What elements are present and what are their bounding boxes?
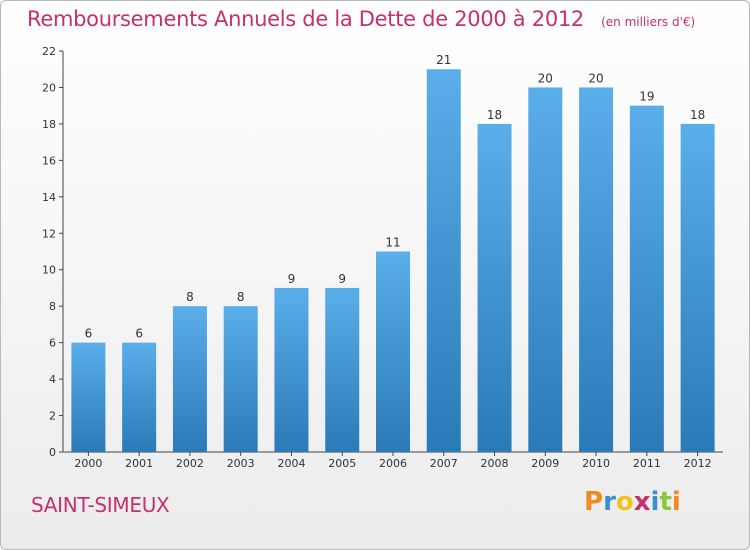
bar <box>274 287 309 452</box>
bar-value-label: 6 <box>135 327 143 341</box>
bar <box>680 123 715 452</box>
place-name: SAINT-SIMEUX <box>31 493 170 517</box>
logo-letter: i <box>650 487 660 517</box>
y-tick-label: 16 <box>42 154 56 167</box>
chart-title-block: Remboursements Annuels de la Dette de 20… <box>27 7 695 31</box>
logo-letter: i <box>671 487 681 517</box>
bar <box>528 87 563 453</box>
y-tick-label: 2 <box>49 410 56 423</box>
bar <box>629 105 664 452</box>
proxiti-logo: Proxiti <box>584 487 681 517</box>
bar-value-label: 20 <box>588 71 603 85</box>
logo-letter: r <box>603 487 616 517</box>
chart-subtitle: (en milliers d'€) <box>601 15 696 29</box>
bar <box>223 306 258 452</box>
bar-value-label: 6 <box>85 327 93 341</box>
bar <box>477 123 512 452</box>
bar <box>426 69 461 453</box>
bar <box>172 306 207 452</box>
logo-letter: o <box>615 487 634 517</box>
x-tick-label: 2003 <box>227 457 255 470</box>
logo-letter: x <box>633 487 651 517</box>
logo-letter: P <box>584 487 604 517</box>
bar <box>71 342 106 452</box>
x-tick-label: 2000 <box>74 457 102 470</box>
y-tick-label: 8 <box>49 300 56 313</box>
bar <box>325 287 360 452</box>
chart-title: Remboursements Annuels de la Dette de 20… <box>27 7 584 31</box>
bar-value-label: 9 <box>288 272 296 286</box>
y-tick-label: 22 <box>42 45 56 58</box>
y-tick-label: 10 <box>42 264 56 277</box>
bar <box>579 87 614 453</box>
logo-letter: t <box>659 487 672 517</box>
x-tick-label: 2002 <box>176 457 204 470</box>
y-tick-label: 4 <box>49 373 56 386</box>
y-tick-label: 20 <box>42 81 56 94</box>
bar <box>376 251 410 452</box>
y-tick-label: 14 <box>42 191 56 204</box>
bar-value-label: 18 <box>690 108 705 122</box>
bar-value-label: 11 <box>385 236 400 250</box>
bar-value-label: 21 <box>436 53 451 67</box>
y-tick-label: 12 <box>42 227 56 240</box>
x-tick-label: 2009 <box>531 457 559 470</box>
bar-value-label: 9 <box>338 272 346 286</box>
x-tick-label: 2012 <box>684 457 712 470</box>
bar-value-label: 18 <box>487 108 502 122</box>
x-tick-label: 2008 <box>481 457 509 470</box>
x-tick-label: 2006 <box>379 457 407 470</box>
x-tick-label: 2005 <box>328 457 356 470</box>
bar <box>122 342 157 452</box>
bar-value-label: 19 <box>639 90 654 104</box>
x-tick-label: 2011 <box>633 457 661 470</box>
bar-value-label: 20 <box>538 71 553 85</box>
x-tick-label: 2004 <box>277 457 305 470</box>
y-tick-label: 18 <box>42 118 56 131</box>
x-tick-label: 2001 <box>125 457 153 470</box>
bar-value-label: 8 <box>186 290 194 304</box>
x-tick-label: 2007 <box>430 457 458 470</box>
y-tick-label: 0 <box>49 446 56 459</box>
x-tick-label: 2010 <box>582 457 610 470</box>
y-tick-label: 6 <box>49 337 56 350</box>
bar-value-label: 8 <box>237 290 245 304</box>
